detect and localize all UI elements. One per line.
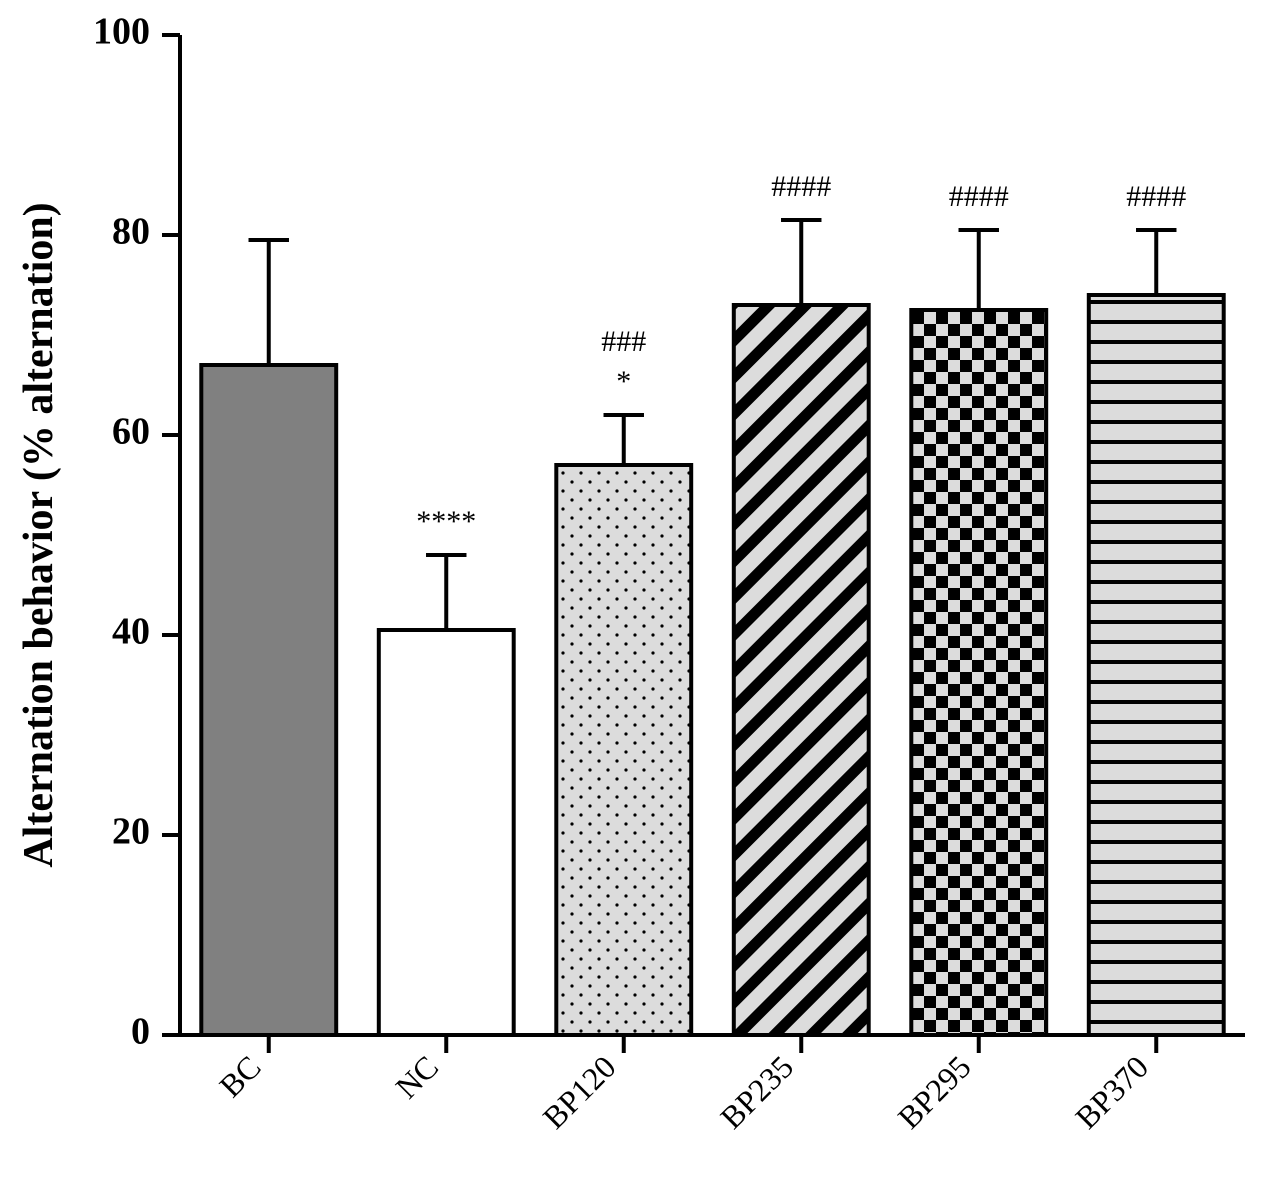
chart-svg: BC****NC*###BP120####BP235####BP295####B… <box>0 0 1282 1204</box>
annotation: #### <box>771 170 831 203</box>
annotation: #### <box>1126 180 1186 213</box>
bar-BP235 <box>734 305 869 1035</box>
y-tick-label: 0 <box>131 1011 150 1053</box>
bar-NC <box>379 630 514 1035</box>
annotation: **** <box>416 505 476 538</box>
y-tick-label: 20 <box>112 811 150 853</box>
y-axis-label: Alternation behavior (% alternation) <box>16 202 62 867</box>
y-tick-label: 60 <box>112 411 150 453</box>
bar-BC <box>201 365 336 1035</box>
bar-chart: BC****NC*###BP120####BP235####BP295####B… <box>0 0 1282 1204</box>
bar-BP120 <box>556 465 691 1035</box>
y-tick-label: 40 <box>112 611 150 653</box>
bar-BP370 <box>1089 295 1224 1035</box>
annotation: ### <box>601 325 646 358</box>
annotation: * <box>616 365 631 398</box>
y-tick-label: 80 <box>112 211 150 253</box>
bar-BP295 <box>911 310 1046 1035</box>
y-tick-label: 100 <box>93 11 150 53</box>
annotation: #### <box>949 180 1009 213</box>
